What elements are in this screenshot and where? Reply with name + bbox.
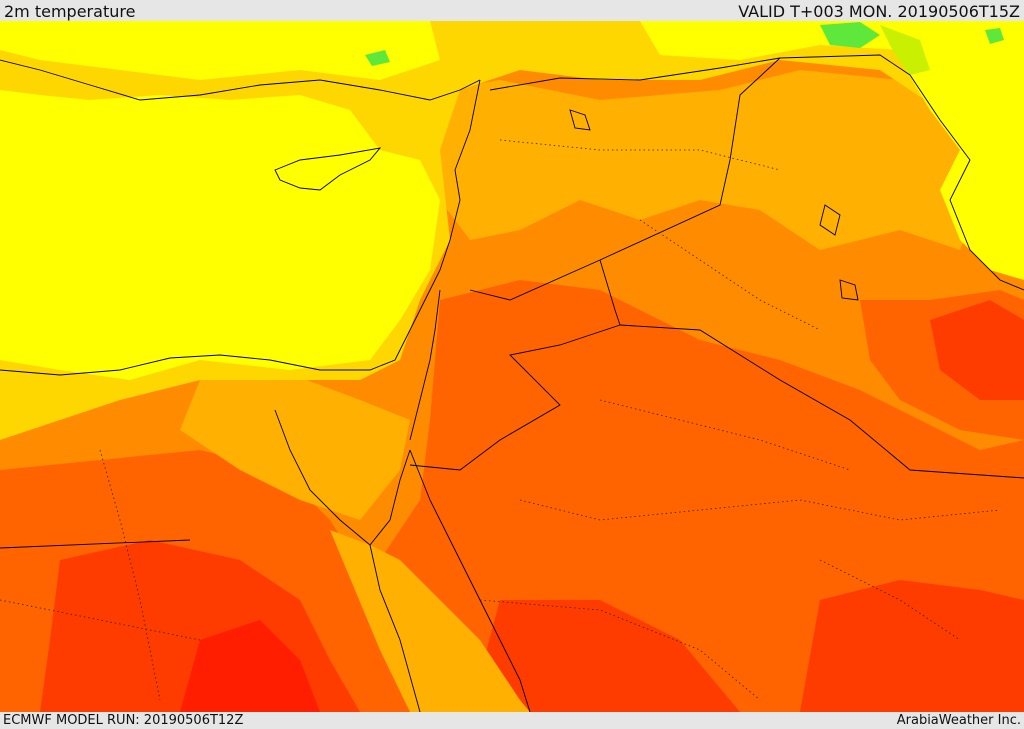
footer-bar: ECMWF MODEL RUN: 20190506T12Z ArabiaWeat… — [0, 712, 1024, 729]
model-run: ECMWF MODEL RUN: 20190506T12Z — [3, 713, 244, 728]
temp-field-yellow-green — [880, 25, 930, 75]
valid-time: VALID T+003 MON. 20190506T15Z — [738, 2, 1020, 21]
temp-field-yellow-east — [900, 21, 1024, 280]
map-internal-boundaries — [0, 139, 1001, 701]
temp-field-amber-red-sea — [330, 530, 530, 712]
temperature-map[interactable] — [0, 21, 1024, 712]
temp-field-red-orange-arabia — [470, 600, 740, 712]
temp-field-yellow-north — [0, 21, 440, 80]
credit: ArabiaWeather Inc. — [896, 713, 1021, 728]
temp-field-red-orange-gulf — [800, 580, 1024, 712]
header-bar: 2m temperature VALID T+003 MON. 20190506… — [0, 0, 1024, 21]
map-canvas — [0, 21, 1024, 712]
temp-field-red-orange-iraq — [930, 300, 1024, 400]
temp-field-yellow-sea — [0, 90, 440, 380]
map-boundaries — [0, 54, 1024, 712]
map-title: 2m temperature — [4, 2, 136, 21]
temp-field-green-3 — [365, 50, 390, 66]
temp-field-red-core — [180, 620, 320, 712]
temp-field-green-1 — [820, 22, 880, 48]
temp-field-amber-sinai — [180, 370, 410, 520]
temp-field-amber-levant — [440, 70, 980, 250]
temp-field-green-2 — [985, 28, 1004, 44]
